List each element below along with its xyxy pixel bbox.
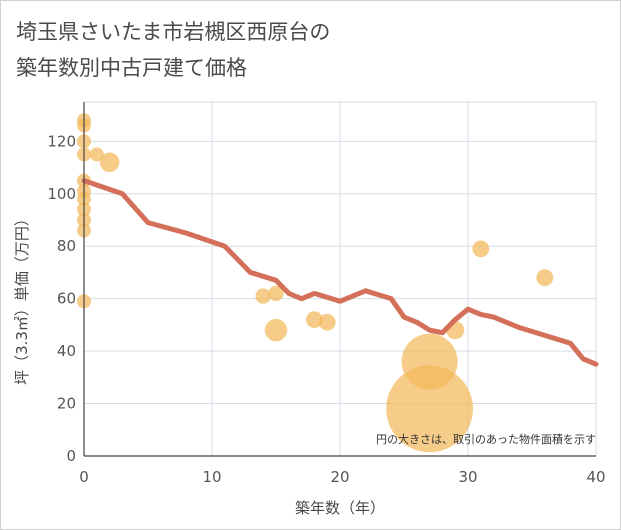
grid-lines [83, 101, 597, 457]
x-tick-label: 0 [79, 468, 89, 486]
data-bubble [264, 318, 288, 342]
data-bubble [268, 285, 284, 302]
x-tick-label: 30 [458, 468, 477, 486]
data-bubble [255, 288, 271, 304]
x-tick-label: 10 [202, 468, 221, 486]
average-price-line [81, 178, 599, 367]
x-axis-label: 築年数（年） [295, 499, 385, 517]
y-axis-label: 坪（3.3㎡）単価（万円） [13, 211, 31, 385]
y-tick-label: 100 [47, 185, 76, 203]
x-tick-label: 40 [586, 468, 605, 486]
chart-title-line-2: 築年数別中古戸建て価格 [16, 56, 247, 80]
y-tick-label: 20 [57, 395, 76, 413]
x-tick-label: 20 [330, 468, 349, 486]
data-bubble [536, 269, 554, 287]
chart-title: 埼玉県さいたま市岩槻区西原台の 築年数別中古戸建て価格 [16, 14, 330, 86]
data-bubble [99, 152, 120, 173]
y-tick-label: 40 [57, 342, 76, 360]
data-bubble [306, 311, 323, 329]
chart-title-line-1: 埼玉県さいたま市岩槻区西原台の [16, 20, 331, 44]
x-axis-ticks: 0 10 20 30 40 [79, 468, 605, 486]
bubble-size-note: 円の大きさは、取引のあった物件面積を示す [376, 432, 596, 446]
y-tick-label: 60 [57, 290, 76, 308]
y-axis-ticks: 0 20 40 60 80 100 120 [47, 132, 76, 465]
y-tick-label: 80 [57, 237, 76, 255]
y-tick-label: 120 [47, 132, 76, 150]
data-bubble [318, 313, 336, 331]
data-bubble [386, 365, 473, 453]
axes [83, 102, 596, 457]
data-bubble [472, 240, 490, 258]
bubble-series [77, 113, 554, 453]
data-bubble [89, 147, 104, 162]
y-tick-label: 0 [66, 447, 76, 465]
